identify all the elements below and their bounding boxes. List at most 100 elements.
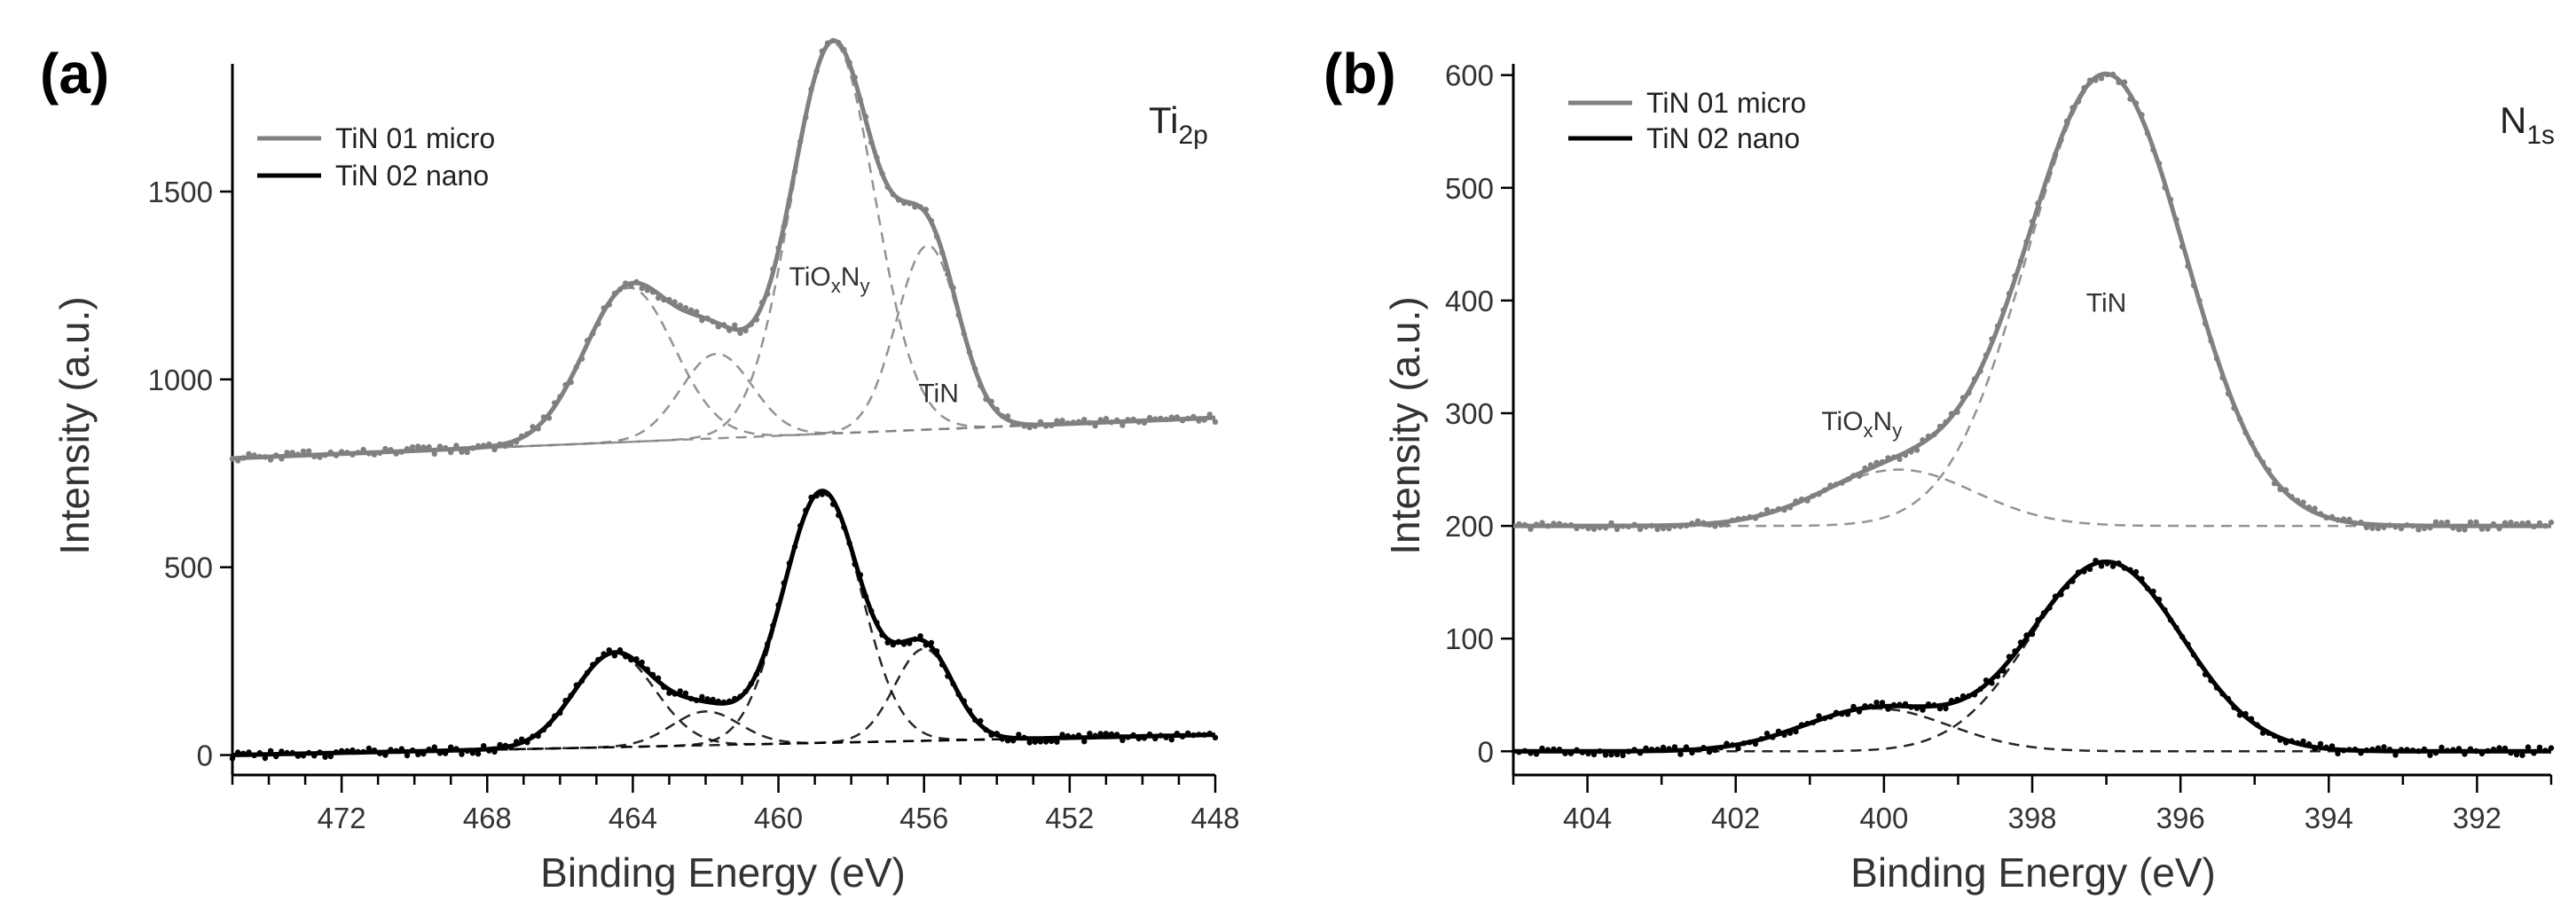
y-tick-label: 500 bbox=[164, 552, 213, 584]
x-tick-label: 404 bbox=[1563, 802, 1612, 834]
data-point bbox=[2444, 519, 2451, 526]
data-point bbox=[2462, 527, 2468, 533]
y-tick-label: 100 bbox=[1445, 622, 1494, 655]
x-tick-label: 448 bbox=[1190, 802, 1239, 834]
data-point bbox=[1602, 752, 1609, 758]
data-point bbox=[1081, 739, 1088, 745]
data-point bbox=[1168, 736, 1175, 743]
data-point bbox=[2427, 752, 2433, 758]
component-peak-curve bbox=[1513, 468, 2551, 528]
data-point bbox=[1735, 745, 1741, 752]
x-tick-label: 472 bbox=[318, 802, 366, 834]
x-tick-label: 402 bbox=[1711, 802, 1760, 834]
data-point bbox=[2473, 519, 2479, 525]
legend-label-micro: TiN 01 micro bbox=[1646, 87, 1806, 119]
series-fit-line bbox=[232, 38, 1216, 461]
data-point bbox=[409, 444, 416, 450]
data-point bbox=[1119, 422, 1126, 428]
data-point bbox=[1054, 739, 1060, 745]
x-axis-title-a: Binding Energy (eV) bbox=[540, 849, 906, 896]
y-tick-label: 600 bbox=[1445, 59, 1494, 92]
data-point bbox=[2519, 752, 2525, 758]
corner-label-main: Ti bbox=[1149, 99, 1178, 141]
component-peak-curve bbox=[232, 42, 1216, 460]
data-point bbox=[1654, 526, 1661, 533]
peak-annotation: TiN bbox=[918, 379, 959, 408]
data-point bbox=[459, 751, 465, 757]
legend-label-micro: TiN 01 micro bbox=[335, 122, 495, 154]
panel-label-a: (a) bbox=[40, 42, 109, 106]
x-tick-label: 456 bbox=[899, 802, 948, 834]
data-point bbox=[2098, 563, 2105, 569]
data-point bbox=[2392, 752, 2399, 758]
data-point bbox=[1016, 732, 1022, 738]
legend-label-nano: TiN 02 nano bbox=[1646, 122, 1800, 154]
y-tick-label: 1500 bbox=[148, 176, 213, 208]
data-point bbox=[431, 450, 437, 457]
data-point bbox=[1087, 731, 1093, 737]
data-point bbox=[322, 754, 328, 760]
series-fit-line bbox=[1513, 560, 2551, 754]
legend-a: TiN 01 micro TiN 02 nano bbox=[257, 122, 495, 192]
data-point bbox=[2536, 744, 2543, 751]
component-peak-curve bbox=[1513, 560, 2551, 753]
data-point bbox=[1026, 740, 1033, 746]
data-point bbox=[2467, 519, 2474, 525]
plot-area-b: 0 100 200 300 400 500 600 404 402 400 398 396 394 392… bbox=[1445, 59, 2555, 834]
data-point bbox=[1763, 731, 1771, 737]
x-tick-label: 452 bbox=[1045, 802, 1094, 834]
corner-label-main: N bbox=[2500, 99, 2526, 141]
data-point bbox=[2369, 525, 2376, 531]
data-point bbox=[2525, 744, 2532, 750]
x-tick-label: 398 bbox=[2007, 802, 2056, 834]
x-tick-label: 468 bbox=[463, 802, 512, 834]
data-point bbox=[2439, 744, 2445, 751]
x-tick-label: 464 bbox=[609, 802, 657, 834]
y-tick-label: 300 bbox=[1445, 397, 1494, 430]
corner-label-sub: 2p bbox=[1178, 121, 1207, 150]
data-point bbox=[464, 449, 470, 456]
y-tick-label: 200 bbox=[1445, 510, 1494, 543]
data-point bbox=[1943, 705, 1949, 712]
data-point bbox=[365, 745, 373, 752]
peak-annotation: TiN bbox=[2086, 289, 2127, 318]
x-tick-label: 392 bbox=[2453, 802, 2501, 834]
data-point bbox=[415, 443, 421, 450]
data-point bbox=[306, 448, 312, 454]
y-axis-title-b: Intensity (a.u.) bbox=[1382, 296, 1428, 554]
x-tick-label: 400 bbox=[1859, 802, 1908, 834]
legend-b: TiN 01 micro TiN 02 nano bbox=[1568, 87, 1806, 154]
y-tick-label: 400 bbox=[1445, 285, 1494, 317]
data-point bbox=[732, 322, 738, 328]
data-point bbox=[699, 693, 705, 700]
component-peak-curve bbox=[1513, 707, 2551, 753]
data-point bbox=[2317, 740, 2324, 748]
component-peak-curve bbox=[232, 286, 1216, 460]
data-point bbox=[300, 448, 307, 455]
component-peak-curve bbox=[232, 352, 1216, 460]
data-point bbox=[431, 744, 437, 750]
panel-b-n1s: (b) N1s Binding Energy (eV) Intensity (a… bbox=[1323, 42, 2555, 896]
data-point bbox=[2432, 519, 2439, 525]
plot-area-a: 0 500 1000 1500 472 468 464 460 456 452 448 TiOxNy T… bbox=[148, 37, 1240, 834]
x-axis-title-b: Binding Energy (eV) bbox=[1850, 849, 2216, 896]
x-tick-label: 394 bbox=[2305, 802, 2353, 834]
y-axis-title-a: Intensity (a.u.) bbox=[51, 296, 98, 554]
series-fit-line bbox=[1513, 71, 2551, 528]
data-point bbox=[1873, 700, 1880, 706]
data-point bbox=[2335, 750, 2341, 756]
data-point bbox=[262, 755, 269, 762]
peak-annotation: TiOxNy bbox=[789, 262, 870, 297]
legend-label-nano: TiN 02 nano bbox=[335, 160, 489, 192]
x-tick-label: 460 bbox=[754, 802, 803, 834]
y-tick-label: 500 bbox=[1445, 172, 1494, 205]
data-point bbox=[404, 752, 411, 759]
data-point bbox=[2381, 744, 2387, 750]
panel-label-b: (b) bbox=[1323, 42, 1396, 106]
x-tick-label: 396 bbox=[2156, 802, 2205, 834]
data-point bbox=[475, 751, 482, 757]
data-point bbox=[2415, 527, 2422, 533]
data-point bbox=[1212, 419, 1219, 425]
corner-label-n1s: N1s bbox=[2500, 99, 2555, 150]
